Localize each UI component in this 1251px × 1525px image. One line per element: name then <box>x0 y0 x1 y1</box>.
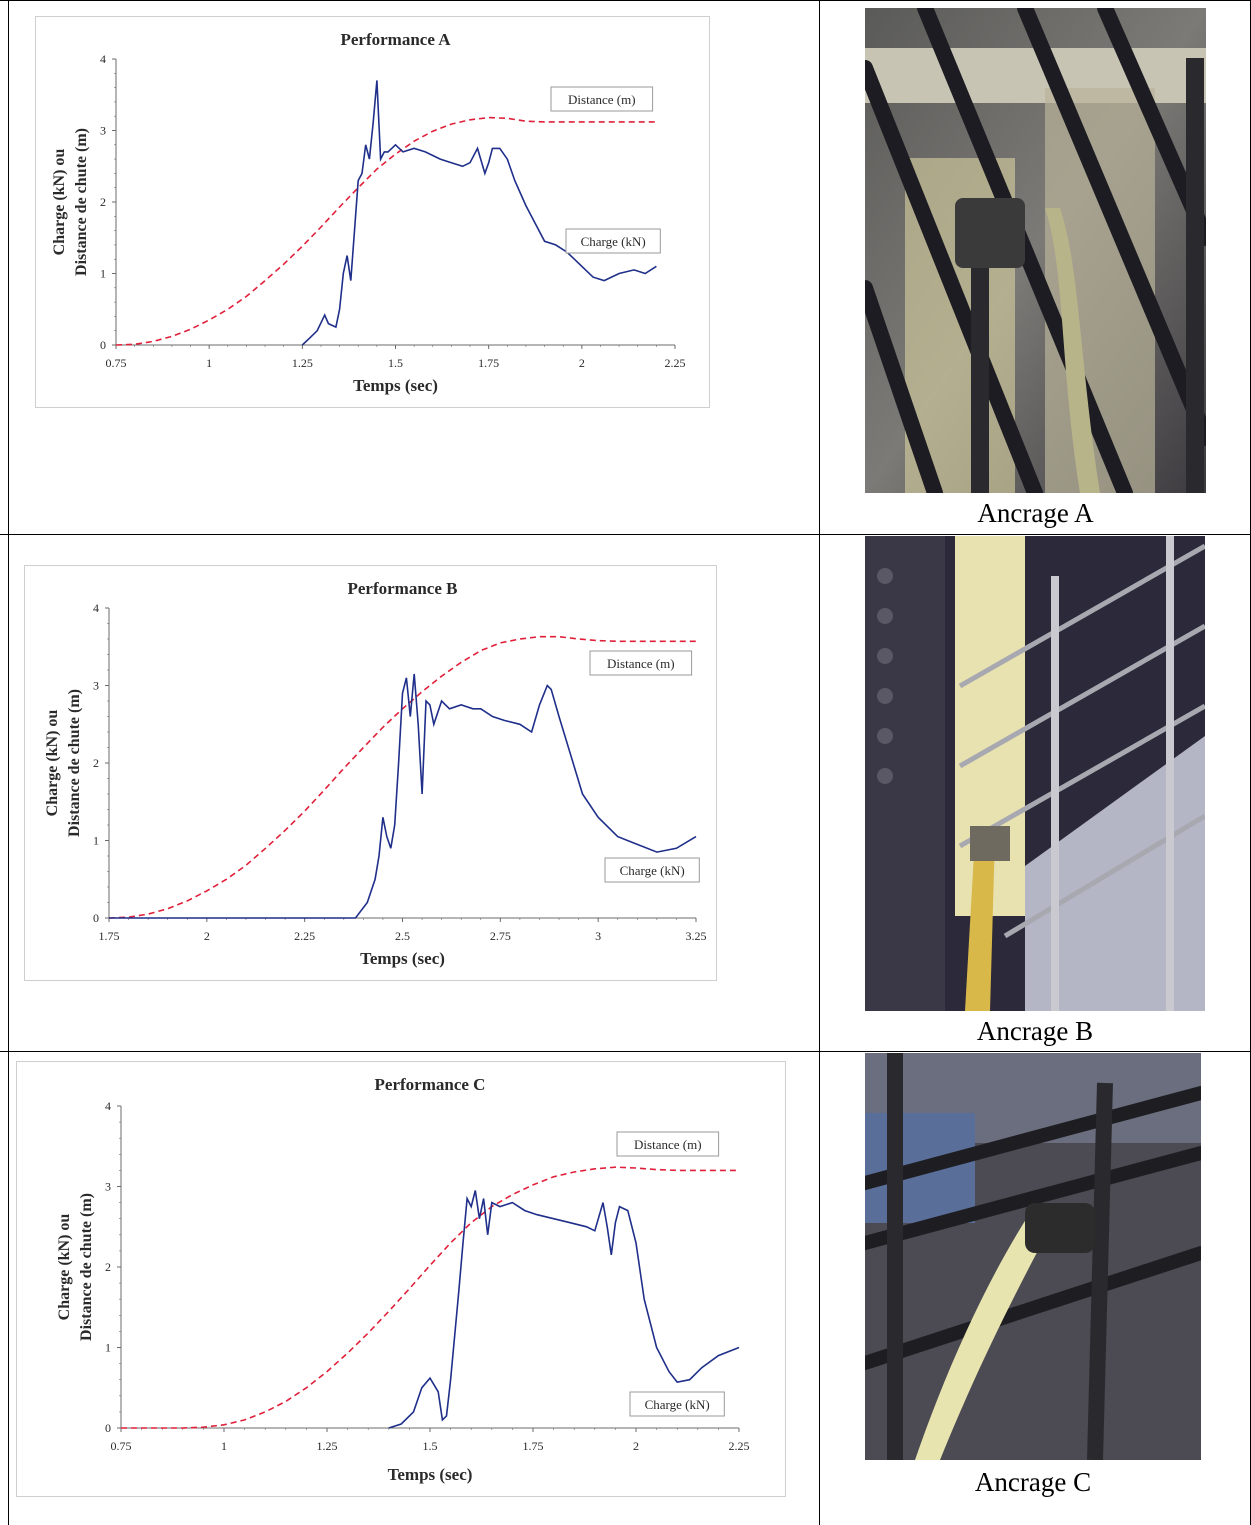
chart-title: Performance A <box>341 30 452 49</box>
x-tick-label: 2.25 <box>665 356 686 370</box>
caption-ancrage-b: Ancrage B <box>976 1016 1094 1046</box>
photo-ancrage-a <box>865 8 1206 493</box>
y-axis-label: Charge (kN) ou <box>44 710 61 817</box>
chart-performance-b: Performance B 1.75 2 2.25 2.5 2.75 3 3.25 0 1 2 3 4 T… <box>24 565 717 981</box>
table-border-left <box>8 0 9 1525</box>
photo-ancrage-c <box>865 1053 1201 1460</box>
photo-ancrage-b <box>865 536 1205 1011</box>
series-distance-line <box>108 635 696 919</box>
y-tick-label: 0 <box>100 338 106 352</box>
y-tick-label: 1 <box>93 834 99 848</box>
x-tick-label: 1.75 <box>478 356 499 370</box>
x-tick-label: 1 <box>206 356 212 370</box>
x-axis-label: Temps (sec) <box>388 1465 473 1484</box>
chart-title: Performance C <box>375 1075 486 1094</box>
row-divider-2 <box>0 1051 1251 1052</box>
y-axis-label: Distance de chute (m) <box>73 128 90 276</box>
chart-svg-c: Performance C 0.75 1 1.25 1.5 1.75 2 2.25 0 1 2 3 4 T… <box>56 1075 750 1484</box>
x-tick-label: 1.75 <box>523 1439 544 1453</box>
x-tick-label: 1.25 <box>317 1439 338 1453</box>
x-tick-label: 2.25 <box>729 1439 750 1453</box>
y-tick-label: 4 <box>105 1099 111 1113</box>
series-distance-line <box>121 1166 739 1429</box>
y-axis-label: Distance de chute (m) <box>66 689 83 837</box>
x-tick-label: 2 <box>633 1439 639 1453</box>
legend-label: Charge (kN) <box>620 863 685 878</box>
x-tick-label: 0.75 <box>106 356 127 370</box>
x-tick-label: 2 <box>579 356 585 370</box>
x-axis-label: Temps (sec) <box>353 376 438 395</box>
x-tick-label: 0.75 <box>111 1439 132 1453</box>
y-axis-label: Distance de chute (m) <box>78 1193 95 1341</box>
legend-box <box>550 86 654 112</box>
x-tick-label: 1 <box>221 1439 227 1453</box>
y-tick-label: 0 <box>105 1421 111 1435</box>
caption-ancrage-c: Ancrage C <box>974 1467 1092 1497</box>
x-tick-label: 1.25 <box>292 356 313 370</box>
x-tick-label: 1.5 <box>423 1439 438 1453</box>
x-tick-label: 1.75 <box>99 929 120 943</box>
y-tick-label: 4 <box>93 601 99 615</box>
table-border-top <box>0 0 1251 1</box>
series-charge-line <box>109 673 697 919</box>
legend-label: Distance (m) <box>634 1137 702 1152</box>
chart-performance-a: Performance A 0.75 1 1.25 1.5 1.75 2 2.25 0 1 2 3 4 T… <box>35 16 710 408</box>
series-distance-line <box>115 116 657 346</box>
y-axis-label: Charge (kN) ou <box>51 149 68 256</box>
series-charge-line <box>301 80 657 346</box>
series-charge-line <box>388 1190 740 1429</box>
x-tick-label: 2 <box>204 929 210 943</box>
chart-performance-c: Performance C 0.75 1 1.25 1.5 1.75 2 2.25 0 1 2 3 4 T… <box>16 1061 786 1497</box>
legend-box <box>616 1131 720 1157</box>
x-tick-label: 2.75 <box>490 929 511 943</box>
y-tick-label: 4 <box>100 52 106 66</box>
y-tick-label: 3 <box>93 679 99 693</box>
y-tick-label: 1 <box>105 1341 111 1355</box>
legend-label: Charge (kN) <box>645 1397 710 1412</box>
caption-ancrage-a: Ancrage A <box>977 498 1094 528</box>
column-divider <box>819 0 820 1525</box>
x-tick-label: 3.25 <box>686 929 707 943</box>
y-tick-label: 0 <box>93 911 99 925</box>
legend-box <box>565 228 661 254</box>
y-axis-label: Charge (kN) ou <box>56 1214 73 1321</box>
legend-box <box>589 650 693 676</box>
x-axis-label: Temps (sec) <box>360 949 445 968</box>
y-tick-label: 1 <box>100 267 106 281</box>
chart-svg-b: Performance B 1.75 2 2.25 2.5 2.75 3 3.25 0 1 2 3 4 T… <box>44 579 707 968</box>
y-tick-label: 2 <box>105 1260 111 1274</box>
row-divider-1 <box>0 534 1251 535</box>
legend-box <box>604 857 700 883</box>
y-tick-label: 3 <box>105 1180 111 1194</box>
y-tick-label: 3 <box>100 124 106 138</box>
chart-title: Performance B <box>348 579 458 598</box>
legend-label: Distance (m) <box>607 656 675 671</box>
x-tick-label: 3 <box>595 929 601 943</box>
x-tick-label: 2.5 <box>395 929 410 943</box>
legend-box <box>629 1391 725 1417</box>
chart-svg-a: Performance A 0.75 1 1.25 1.5 1.75 2 2.25 0 1 2 3 4 T… <box>51 30 686 395</box>
y-tick-label: 2 <box>93 756 99 770</box>
y-tick-label: 2 <box>100 195 106 209</box>
x-tick-label: 1.5 <box>388 356 403 370</box>
x-tick-label: 2.25 <box>294 929 315 943</box>
legend-label: Charge (kN) <box>581 234 646 249</box>
legend-label: Distance (m) <box>568 92 636 107</box>
